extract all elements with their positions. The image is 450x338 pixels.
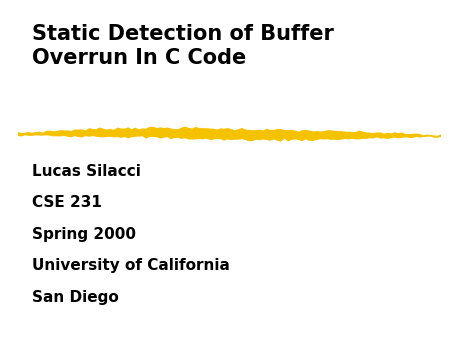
Text: San Diego: San Diego (32, 290, 118, 305)
Text: Static Detection of Buffer
Overrun In C Code: Static Detection of Buffer Overrun In C … (32, 24, 333, 68)
Text: Lucas Silacci: Lucas Silacci (32, 164, 140, 179)
Text: Spring 2000: Spring 2000 (32, 227, 135, 242)
Text: University of California: University of California (32, 258, 230, 273)
Polygon shape (18, 126, 441, 142)
Text: CSE 231: CSE 231 (32, 195, 101, 210)
